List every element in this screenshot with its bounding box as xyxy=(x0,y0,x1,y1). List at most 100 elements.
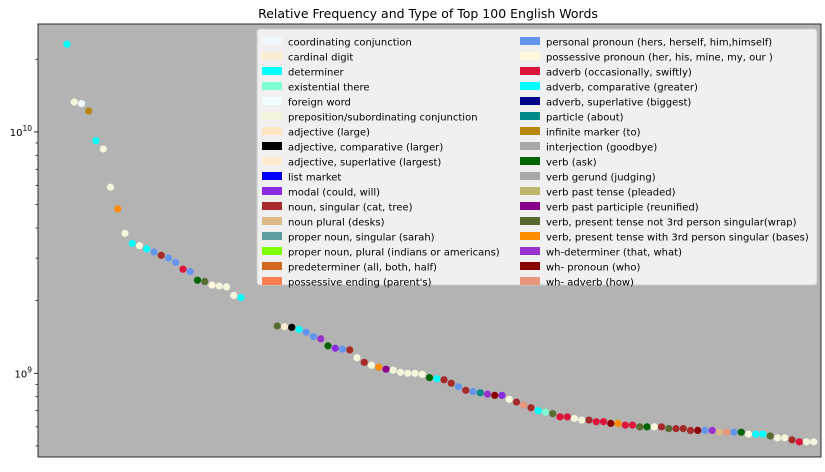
data-point xyxy=(158,252,165,259)
legend-swatch xyxy=(262,187,282,195)
legend-label: verb past participle (reunified) xyxy=(546,203,699,214)
data-point xyxy=(730,429,737,436)
data-point xyxy=(317,335,324,342)
chart-title: Relative Frequency and Type of Top 100 E… xyxy=(258,6,598,21)
data-point xyxy=(506,396,513,403)
data-point xyxy=(353,354,360,361)
data-point xyxy=(600,418,607,425)
data-point xyxy=(607,420,614,427)
legend-swatch xyxy=(262,232,282,240)
data-point xyxy=(687,427,694,434)
legend-item: adjective, comparative (larger) xyxy=(262,142,443,154)
data-point xyxy=(419,371,426,378)
data-point xyxy=(114,205,121,212)
data-point xyxy=(665,425,672,432)
data-point xyxy=(767,432,774,439)
y-tick-exponent: 10 xyxy=(22,124,32,133)
data-point xyxy=(375,364,382,371)
legend-label: particle (about) xyxy=(546,113,624,124)
legend-swatch xyxy=(520,82,540,90)
data-point xyxy=(404,370,411,377)
legend-item: adverb, comparative (greater) xyxy=(520,82,698,94)
legend-swatch xyxy=(520,142,540,150)
legend-swatch xyxy=(520,262,540,270)
legend-label: verb gerund (judging) xyxy=(546,173,656,184)
data-point xyxy=(701,427,708,434)
data-point xyxy=(752,430,759,437)
legend-label: predeterminer (all, both, half) xyxy=(288,263,437,274)
legend-swatch xyxy=(262,37,282,45)
legend-label: list market xyxy=(288,173,341,184)
data-point xyxy=(542,409,549,416)
legend-label: proper noun, singular (sarah) xyxy=(288,233,435,244)
legend-swatch xyxy=(262,217,282,225)
legend-swatch xyxy=(520,187,540,195)
data-point xyxy=(426,374,433,381)
legend-swatch xyxy=(262,157,282,165)
data-point xyxy=(694,427,701,434)
legend-label: noun, singular (cat, tree) xyxy=(288,203,413,214)
legend-item: adverb (occasionally, swiftly) xyxy=(520,67,692,79)
data-point xyxy=(143,245,150,252)
legend-item: possessive pronoun (her, his, mine, my, … xyxy=(520,52,773,64)
legend-label: coordinating conjunction xyxy=(288,38,412,49)
data-point xyxy=(723,429,730,436)
data-point xyxy=(150,248,157,255)
data-point xyxy=(411,370,418,377)
data-point xyxy=(709,427,716,434)
legend-swatch xyxy=(520,37,540,45)
legend-swatch xyxy=(520,127,540,135)
legend-label: proper noun, plural (indians or american… xyxy=(288,248,500,259)
legend-swatch xyxy=(520,232,540,240)
data-point xyxy=(288,324,295,331)
data-point xyxy=(324,342,331,349)
data-point xyxy=(361,359,368,366)
data-point xyxy=(448,380,455,387)
legend-item: personal pronoun (hers, herself, him,him… xyxy=(520,37,772,49)
data-point xyxy=(578,416,585,423)
data-point xyxy=(636,423,643,430)
legend-swatch xyxy=(262,202,282,210)
legend-label: wh-determiner (that, what) xyxy=(546,248,682,259)
data-point xyxy=(339,345,346,352)
data-point xyxy=(498,392,505,399)
data-point xyxy=(549,410,556,417)
legend-label: adjective, comparative (larger) xyxy=(288,143,443,154)
legend-label: adverb, comparative (greater) xyxy=(546,83,698,94)
data-point xyxy=(63,41,70,48)
data-point xyxy=(788,436,795,443)
legend-swatch xyxy=(262,67,282,75)
data-point xyxy=(92,137,99,144)
data-point xyxy=(223,283,230,290)
data-point xyxy=(759,430,766,437)
data-point xyxy=(172,259,179,266)
data-point xyxy=(745,430,752,437)
legend-label: possessive pronoun (her, his, mine, my, … xyxy=(546,53,773,64)
data-point xyxy=(716,429,723,436)
data-point xyxy=(295,326,302,333)
legend-label: verb (ask) xyxy=(546,158,597,169)
data-point xyxy=(100,145,107,152)
legend-swatch xyxy=(262,142,282,150)
legend-swatch xyxy=(520,67,540,75)
legend-label: adjective, superlative (largest) xyxy=(288,158,441,169)
legend-label: wh- pronoun (who) xyxy=(546,263,641,274)
data-point xyxy=(796,438,803,445)
legend-item: verb, present tense not 3rd person singu… xyxy=(520,217,797,229)
legend-label: adjective (large) xyxy=(288,128,370,139)
legend-label: verb, present tense with 3rd person sing… xyxy=(546,233,809,244)
legend-label: modal (could, will) xyxy=(288,188,380,199)
data-point xyxy=(397,369,404,376)
legend-label: existential there xyxy=(288,83,370,94)
data-point xyxy=(216,282,223,289)
data-point xyxy=(281,323,288,330)
legend-label: wh- adverb (how) xyxy=(546,278,634,289)
data-point xyxy=(71,98,78,105)
data-point xyxy=(774,434,781,441)
data-point xyxy=(346,346,353,353)
data-point xyxy=(179,266,186,273)
legend: coordinating conjunctioncardinal digitde… xyxy=(257,29,817,289)
data-point xyxy=(440,376,447,383)
legend-swatch xyxy=(520,157,540,165)
legend-swatch xyxy=(520,112,540,120)
